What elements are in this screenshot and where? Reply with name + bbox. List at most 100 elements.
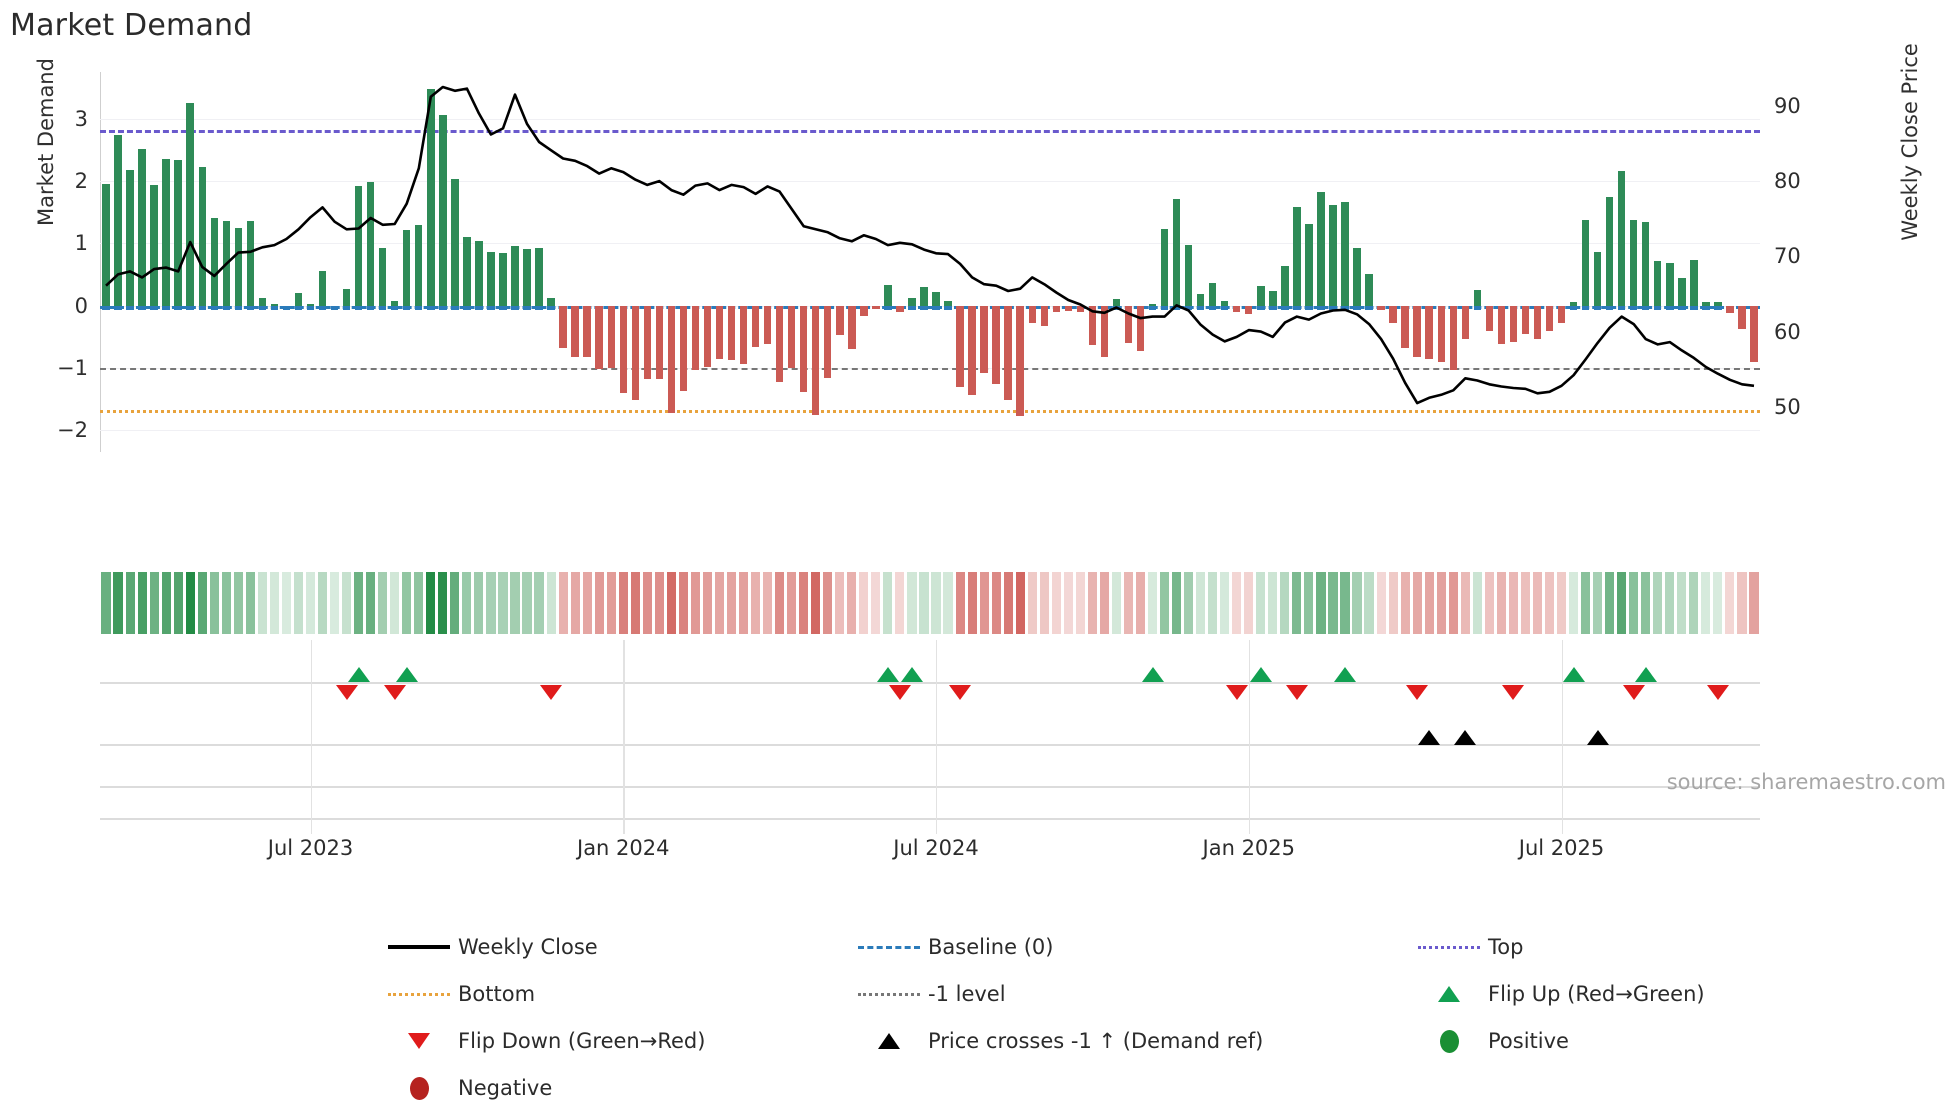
- x-gridline: [936, 640, 938, 818]
- y2-axis-tick-label: 60: [1774, 319, 1801, 344]
- legend-item[interactable]: Flip Down (Green→Red): [380, 1022, 850, 1060]
- flip-down-marker[interactable]: [949, 685, 972, 700]
- heatmap-cell: [1496, 572, 1506, 634]
- baseline-stub: [1317, 305, 1325, 310]
- flip-up-marker[interactable]: [876, 667, 899, 682]
- heatmap-cell: [714, 572, 725, 634]
- heatmap-cell: [329, 572, 340, 634]
- baseline-stub: [908, 305, 916, 310]
- heatmap-cell: [979, 572, 989, 634]
- baseline-stub: [342, 305, 351, 310]
- flip-down-marker[interactable]: [383, 685, 406, 700]
- flip-up-marker[interactable]: [1249, 667, 1272, 682]
- heatmap-cell: [1015, 572, 1025, 634]
- demand-bar: [246, 220, 255, 306]
- legend-swatch-circle-red-icon: [380, 1076, 458, 1100]
- price-cross-marker[interactable]: [1586, 730, 1609, 745]
- legend-item[interactable]: Positive: [1410, 1022, 1700, 1060]
- heatmap-cell: [558, 572, 568, 634]
- baseline-stub: [523, 305, 531, 310]
- price-cross-marker[interactable]: [1418, 730, 1441, 745]
- x-axis-tick-label: Jan 2025: [1202, 836, 1296, 860]
- flip-up-marker[interactable]: [1141, 667, 1164, 682]
- heatmap-cell: [1027, 572, 1037, 634]
- legend-label: Flip Down (Green→Red): [458, 1029, 706, 1053]
- page-title: Market Demand: [10, 8, 253, 43]
- heatmap-cell: [919, 572, 929, 634]
- baseline-stub: [1148, 305, 1157, 310]
- baseline-stub: [1353, 305, 1361, 310]
- heatmap-cell: [1328, 572, 1338, 634]
- heatmap-cell: [1677, 572, 1687, 634]
- flip-down-marker[interactable]: [1502, 685, 1525, 700]
- heatmap-cell: [582, 572, 592, 634]
- flip-down-marker[interactable]: [1225, 685, 1248, 700]
- x-gridline: [310, 640, 312, 818]
- demand-bar: [1016, 305, 1024, 417]
- flip-down-marker[interactable]: [1406, 685, 1429, 700]
- price-cross-marker[interactable]: [1454, 730, 1477, 745]
- legend-item[interactable]: Top: [1410, 928, 1700, 966]
- demand-bar: [415, 224, 423, 306]
- legend-item[interactable]: Flip Up (Red→Green): [1410, 975, 1705, 1013]
- legend-item[interactable]: -1 level: [850, 975, 1410, 1013]
- flip-up-marker[interactable]: [395, 667, 418, 682]
- flip-down-marker[interactable]: [335, 685, 358, 700]
- gridline: [100, 243, 1760, 245]
- baseline-stub: [270, 305, 279, 310]
- baseline-stub: [162, 305, 170, 310]
- flip-up-marker[interactable]: [1334, 667, 1356, 682]
- heatmap-cell: [955, 572, 965, 634]
- flip-up-marker[interactable]: [1562, 667, 1585, 682]
- legend-item[interactable]: Bottom: [380, 975, 850, 1013]
- flip-up-marker[interactable]: [347, 667, 370, 682]
- demand-bar: [270, 303, 279, 306]
- heatmap-cell: [1629, 572, 1639, 634]
- legend-label: Top: [1488, 935, 1524, 959]
- heatmap-cell: [233, 572, 243, 634]
- heatmap-cell: [1605, 572, 1615, 634]
- baseline-stub: [114, 305, 122, 310]
- demand-bar: [1437, 305, 1445, 362]
- flip-down-marker[interactable]: [540, 685, 563, 700]
- demand-bar: [1569, 301, 1578, 306]
- legend-item[interactable]: Baseline (0): [850, 928, 1410, 966]
- demand-bar: [198, 167, 206, 306]
- demand-bar: [1172, 199, 1181, 306]
- flip-down-marker[interactable]: [888, 685, 911, 700]
- heatmap-cell: [1544, 572, 1555, 634]
- heatmap-cell: [666, 572, 676, 634]
- heatmap-cell: [1268, 572, 1278, 634]
- baseline-stub: [282, 305, 291, 310]
- legend-item[interactable]: Price crosses -1 ↑ (Demand ref): [850, 1022, 1410, 1060]
- demand-bar: [463, 237, 471, 306]
- flip-up-marker[interactable]: [1634, 667, 1657, 682]
- legend-item[interactable]: Weekly Close: [380, 928, 850, 966]
- demand-bar: [1738, 305, 1746, 330]
- heatmap-cell: [702, 572, 713, 634]
- flip-down-marker[interactable]: [1706, 685, 1729, 700]
- heatmap-cell: [606, 572, 616, 634]
- heatmap-cell: [486, 572, 496, 634]
- demand-bar: [583, 305, 591, 358]
- demand-bar: [1148, 303, 1157, 306]
- baseline-stub: [150, 305, 158, 310]
- baseline-stub: [1569, 305, 1578, 310]
- heatmap-cell: [1581, 572, 1591, 634]
- heatmap-cell: [1520, 572, 1530, 634]
- flip-down-marker[interactable]: [1285, 685, 1308, 700]
- demand-bar: [775, 305, 784, 382]
- demand-bar: [1124, 305, 1133, 343]
- legend-item[interactable]: Negative: [380, 1069, 850, 1107]
- heatmap-cell: [137, 572, 147, 634]
- flip-up-marker[interactable]: [900, 667, 923, 682]
- baseline-stub: [1629, 305, 1638, 310]
- baseline-stub: [1678, 305, 1686, 310]
- heatmap-cell: [1556, 572, 1567, 634]
- demand-bar: [908, 297, 916, 306]
- demand-bar: [1678, 278, 1686, 306]
- y2-axis-tick-label: 50: [1774, 394, 1801, 419]
- flip-down-marker[interactable]: [1622, 685, 1645, 700]
- x-axis-tick-mark: [936, 818, 938, 834]
- demand-bar: [342, 288, 351, 306]
